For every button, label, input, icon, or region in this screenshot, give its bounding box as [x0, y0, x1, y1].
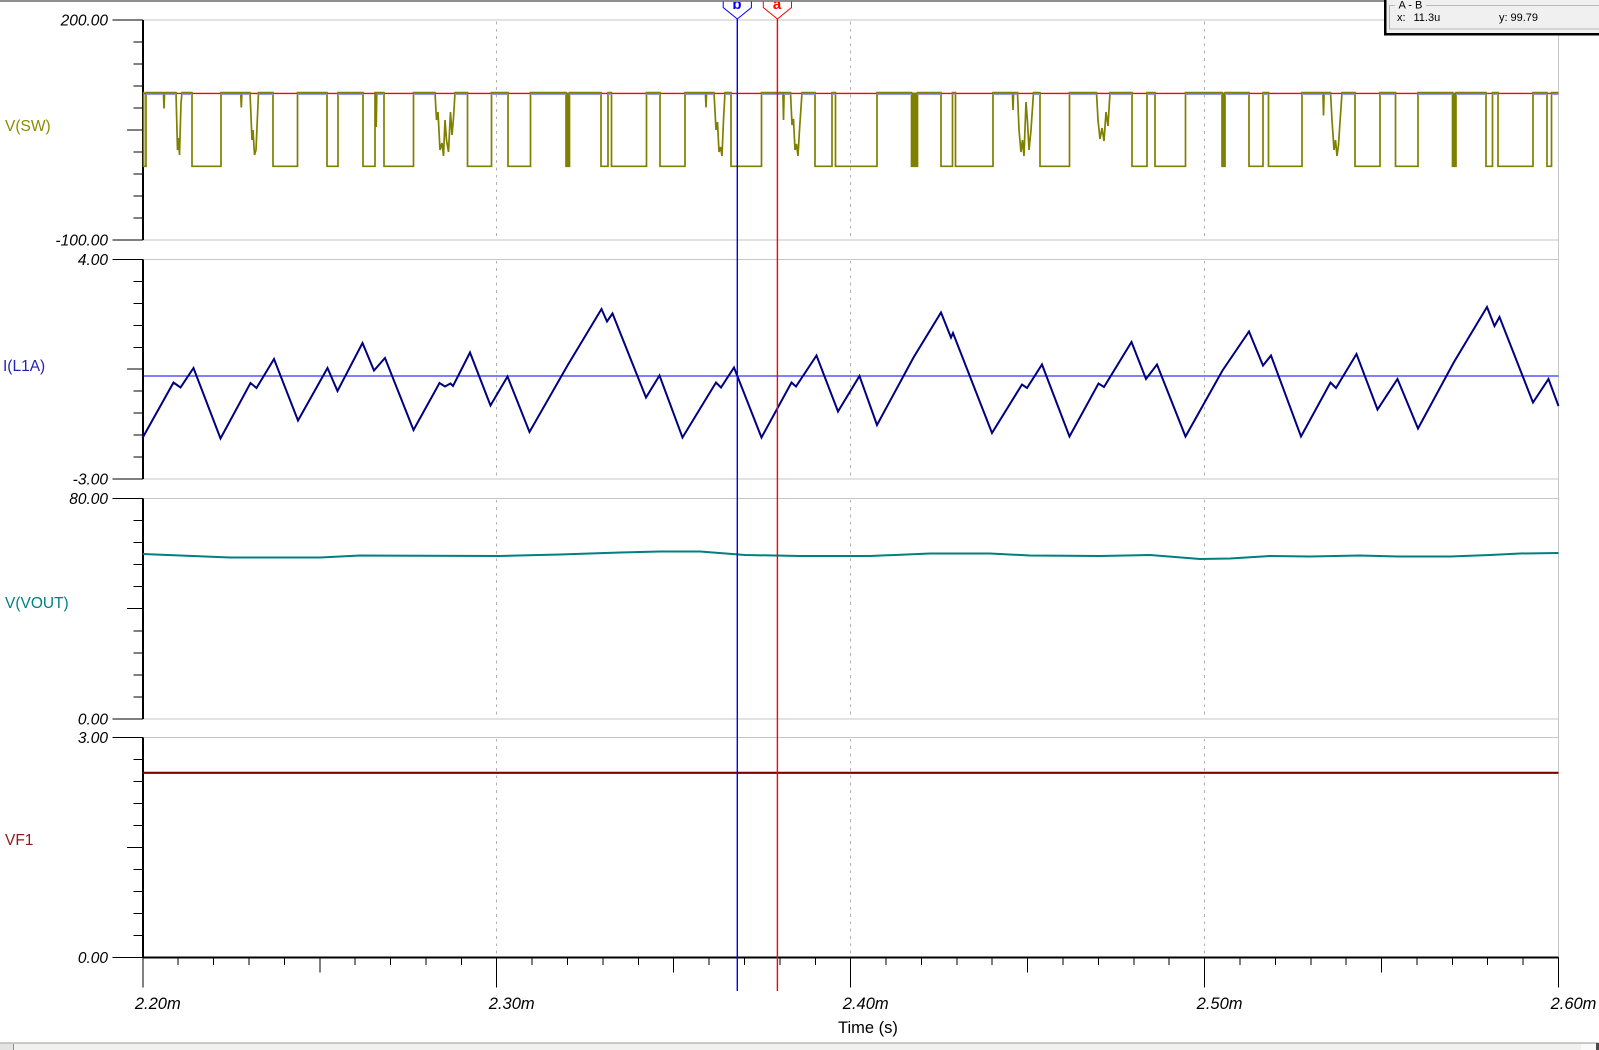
- svg-text:Time (s): Time (s): [838, 1019, 898, 1037]
- svg-text:2.30m: 2.30m: [488, 995, 535, 1013]
- svg-text:2.60m: 2.60m: [1550, 995, 1597, 1013]
- svg-text:0.00: 0.00: [78, 950, 109, 967]
- svg-text:0.00: 0.00: [78, 712, 109, 729]
- svg-text:V(SW): V(SW): [5, 118, 51, 135]
- svg-text:200.00: 200.00: [60, 13, 109, 30]
- svg-text:b: b: [732, 0, 741, 13]
- svg-text:4.00: 4.00: [78, 252, 109, 269]
- svg-text:2.50m: 2.50m: [1196, 995, 1243, 1013]
- svg-text:A - B: A - B: [1399, 0, 1423, 12]
- svg-text:VF1: VF1: [5, 832, 33, 849]
- svg-text:y:: y:: [1499, 12, 1508, 24]
- svg-text:2.40m: 2.40m: [842, 995, 889, 1013]
- svg-text:2.20m: 2.20m: [134, 995, 181, 1013]
- svg-text:11.3u: 11.3u: [1414, 12, 1441, 24]
- svg-text:x:: x:: [1397, 12, 1406, 24]
- svg-text:3.00: 3.00: [78, 730, 109, 747]
- svg-text:-100.00: -100.00: [55, 233, 108, 250]
- svg-text:-3.00: -3.00: [73, 472, 109, 489]
- svg-text:99.79: 99.79: [1511, 12, 1539, 24]
- svg-text:a: a: [773, 0, 782, 13]
- svg-text:V(VOUT): V(VOUT): [5, 595, 69, 612]
- svg-text:I(L1A): I(L1A): [3, 358, 45, 375]
- svg-text:80.00: 80.00: [69, 491, 108, 508]
